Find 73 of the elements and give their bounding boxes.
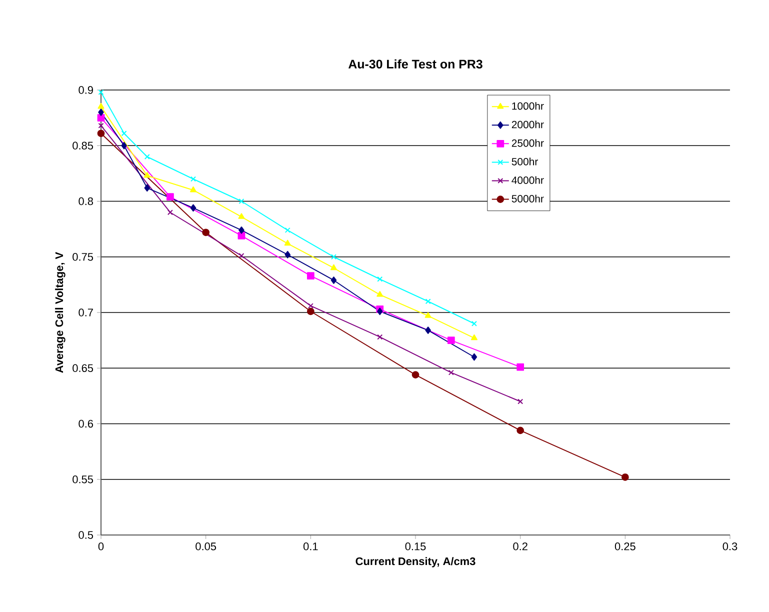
point bbox=[97, 130, 105, 138]
x-tick-label: 0 bbox=[98, 542, 104, 550]
y-tick-label: 0.75 bbox=[72, 253, 94, 261]
y-tick-label: 0.5 bbox=[78, 531, 94, 539]
point bbox=[238, 253, 244, 259]
point bbox=[412, 371, 420, 378]
y-tick-label: 0.55 bbox=[72, 476, 94, 484]
legend-label: 2000hr bbox=[512, 120, 544, 128]
y-tick-label: 0.65 bbox=[72, 364, 94, 372]
point bbox=[238, 226, 244, 234]
point bbox=[144, 184, 150, 192]
point bbox=[190, 186, 197, 192]
point bbox=[424, 312, 432, 318]
point bbox=[376, 291, 384, 297]
point bbox=[121, 142, 127, 150]
point bbox=[98, 89, 104, 95]
y-tick-label: 0.8 bbox=[78, 197, 94, 206]
point bbox=[190, 204, 196, 212]
point bbox=[516, 363, 524, 371]
point bbox=[308, 303, 314, 309]
point bbox=[377, 276, 383, 282]
chart-title: Au-30 Life Test on PR3 bbox=[348, 59, 482, 69]
point bbox=[166, 193, 174, 200]
point bbox=[284, 240, 291, 246]
point bbox=[121, 130, 127, 136]
legend-label: 2500hr bbox=[512, 139, 544, 147]
point bbox=[144, 154, 150, 160]
point bbox=[330, 264, 337, 270]
y-tick-label: 0.7 bbox=[78, 308, 93, 316]
point bbox=[238, 232, 246, 240]
point bbox=[470, 334, 478, 340]
point bbox=[202, 228, 210, 236]
legend-label: 4000hr bbox=[512, 176, 544, 184]
point bbox=[447, 336, 455, 344]
point bbox=[425, 326, 431, 334]
x-tick-label: 0.2 bbox=[513, 542, 528, 550]
point bbox=[284, 250, 290, 258]
point bbox=[471, 353, 478, 361]
point bbox=[97, 114, 105, 122]
x-tick-label: 0.3 bbox=[722, 542, 738, 550]
y-tick-label: 0.9 bbox=[78, 86, 93, 94]
point bbox=[330, 254, 336, 260]
point bbox=[167, 210, 173, 216]
point bbox=[377, 334, 383, 340]
x-axis-title: Current Density, A/cm3 bbox=[356, 557, 476, 568]
x-tick-label: 0.05 bbox=[196, 542, 216, 550]
point bbox=[284, 227, 290, 233]
point bbox=[376, 308, 383, 316]
point bbox=[98, 122, 104, 128]
point bbox=[306, 308, 314, 316]
y-tick-label: 0.85 bbox=[72, 142, 94, 150]
legend-label: 1000hr bbox=[512, 102, 544, 110]
x-tick-label: 0.15 bbox=[405, 542, 426, 550]
point bbox=[471, 320, 477, 326]
point bbox=[238, 198, 244, 204]
point bbox=[448, 370, 454, 376]
y-axis-title: Average Cell Voltage, V bbox=[55, 252, 66, 373]
point bbox=[238, 213, 245, 219]
point bbox=[621, 473, 629, 481]
legend-label: 5000hr bbox=[512, 194, 544, 202]
point bbox=[190, 176, 196, 182]
point bbox=[425, 298, 431, 304]
y-tick-label: 0.6 bbox=[78, 420, 94, 428]
point bbox=[518, 398, 524, 404]
point bbox=[516, 426, 524, 434]
point bbox=[144, 172, 150, 178]
point bbox=[98, 102, 104, 109]
x-tick-label: 0.1 bbox=[303, 542, 318, 550]
point bbox=[330, 276, 337, 284]
point bbox=[306, 272, 314, 280]
legend-label: 500hr bbox=[512, 158, 538, 166]
x-tick-label: 0.25 bbox=[614, 542, 636, 550]
point bbox=[98, 108, 104, 116]
